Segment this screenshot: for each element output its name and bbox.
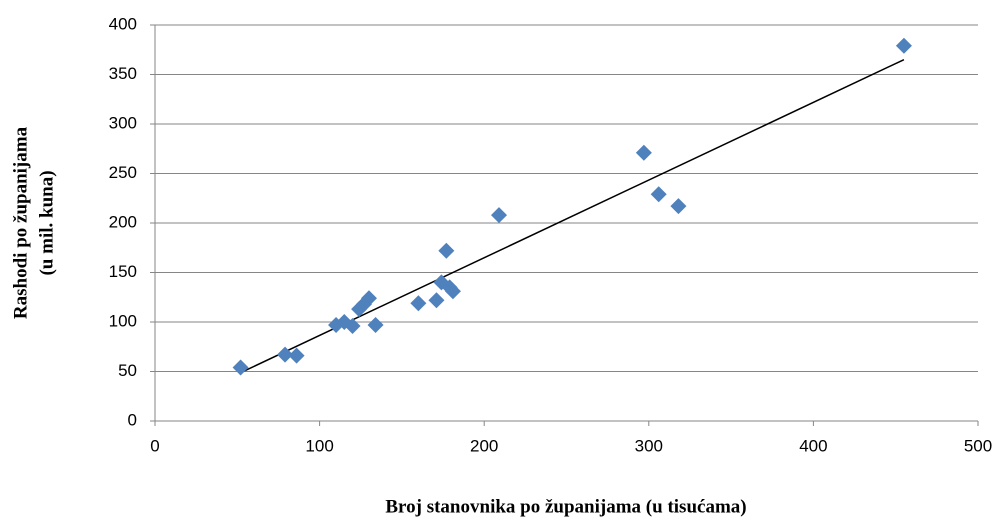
- point: [650, 186, 667, 203]
- point: [895, 37, 912, 54]
- x-axis-title: Broj stanovnika po županijama (u tisućam…: [385, 496, 746, 517]
- point: [344, 317, 361, 334]
- point: [635, 144, 652, 161]
- point: [491, 207, 508, 224]
- point: [232, 359, 249, 376]
- y-tick-label: 200: [109, 212, 137, 231]
- y-axis-title: (u mil. kuna): [36, 170, 57, 275]
- point: [428, 292, 445, 309]
- y-axis-title-group: Rashodi po županijama (u mil. kuna): [10, 126, 57, 319]
- point: [670, 198, 687, 215]
- y-tick-label: 300: [109, 113, 137, 132]
- y-tick-label: 50: [118, 361, 137, 380]
- y-axis-title: Rashodi po županijama: [10, 126, 31, 319]
- point: [410, 295, 427, 312]
- y-tick-label: 250: [109, 163, 137, 182]
- x-tick-label: 400: [799, 436, 827, 455]
- y-tick-label: 400: [109, 14, 137, 33]
- point: [367, 316, 384, 333]
- y-tick-label: 100: [109, 311, 137, 330]
- x-tick-label: 0: [150, 436, 159, 455]
- y-tick-label: 0: [128, 410, 137, 429]
- y-tick-label: 350: [109, 64, 137, 83]
- x-tick-label: 500: [964, 436, 992, 455]
- point: [438, 242, 455, 259]
- point: [444, 283, 461, 300]
- x-tick-label: 100: [305, 436, 333, 455]
- point: [277, 346, 294, 363]
- y-tick-label: 150: [109, 262, 137, 281]
- x-tick-label: 200: [470, 436, 498, 455]
- point: [288, 347, 305, 364]
- x-tick-label: 300: [635, 436, 663, 455]
- point: [360, 290, 377, 307]
